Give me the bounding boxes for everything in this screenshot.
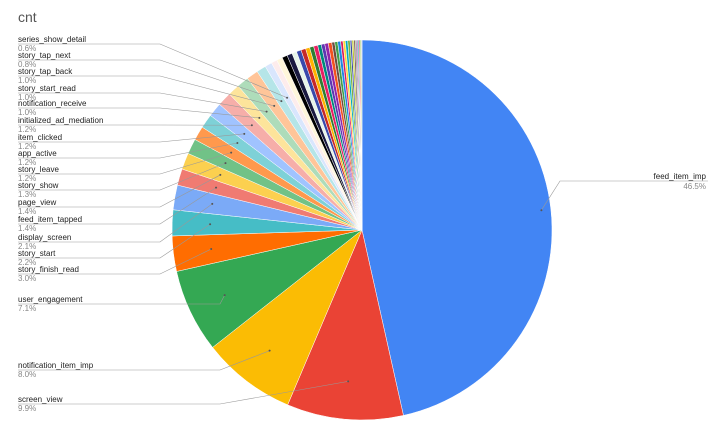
leader-dot bbox=[224, 162, 227, 165]
leader-line bbox=[18, 107, 260, 119]
slice-percent: 1.2% bbox=[18, 158, 36, 167]
leader-line bbox=[18, 152, 232, 175]
slice-percent: 1.2% bbox=[18, 125, 36, 134]
leader-line bbox=[18, 381, 349, 405]
slice-percent: 8.0% bbox=[18, 370, 36, 379]
slice-label: feed_item_imp bbox=[654, 172, 707, 181]
slice-percent: 1.4% bbox=[18, 224, 36, 233]
leader-dot bbox=[243, 132, 246, 135]
slice-label: display_screen bbox=[18, 233, 71, 242]
leader-dot bbox=[230, 151, 233, 154]
leader-dot bbox=[540, 209, 543, 212]
pie-slice bbox=[212, 229, 363, 406]
leader-dot bbox=[286, 96, 289, 99]
leader-line bbox=[18, 133, 245, 143]
leader-line bbox=[18, 43, 288, 99]
slice-label: notification_receive bbox=[18, 99, 87, 108]
leader-line bbox=[18, 350, 270, 371]
leader-line bbox=[18, 174, 221, 208]
leader-line bbox=[18, 59, 282, 102]
pie-slice bbox=[361, 39, 553, 416]
leader-dot bbox=[258, 116, 261, 119]
leader-line bbox=[18, 295, 225, 305]
leader-dot bbox=[250, 124, 253, 127]
leader-dot bbox=[211, 202, 214, 205]
leader-dot bbox=[210, 248, 213, 251]
slice-label: app_active bbox=[18, 149, 57, 158]
leader-line bbox=[18, 187, 217, 225]
slice-percent: 0.8% bbox=[18, 60, 36, 69]
slice-percent: 2.1% bbox=[18, 242, 36, 251]
slice-percent: 46.5% bbox=[683, 182, 706, 191]
leader-dot bbox=[236, 141, 239, 144]
slice-label: item_clicked bbox=[18, 133, 62, 142]
slice-percent: 1.2% bbox=[18, 174, 36, 183]
leader-line bbox=[18, 162, 226, 191]
leader-dot bbox=[223, 294, 226, 297]
leader-dot bbox=[268, 349, 271, 352]
slice-percent: 1.0% bbox=[18, 76, 36, 85]
slice-label: story_start_read bbox=[18, 84, 76, 93]
slice-label: notification_item_imp bbox=[18, 361, 94, 370]
slice-percent: 1.0% bbox=[18, 93, 36, 102]
slice-label: user_engagement bbox=[18, 295, 83, 304]
slice-percent: 1.3% bbox=[18, 190, 36, 199]
slice-percent: 0.6% bbox=[18, 44, 36, 53]
slice-percent: 9.9% bbox=[18, 404, 36, 413]
slice-percent: 3.0% bbox=[18, 274, 36, 283]
slice-percent: 1.0% bbox=[18, 108, 36, 117]
slice-label: initialized_ad_mediation bbox=[18, 116, 103, 125]
slice-label: story_tap_back bbox=[18, 67, 73, 76]
slice-percent: 1.2% bbox=[18, 142, 36, 151]
leader-dot bbox=[265, 110, 268, 113]
slice-label: screen_view bbox=[18, 395, 63, 404]
slice-label: page_view bbox=[18, 198, 56, 207]
leader-dot bbox=[219, 173, 222, 176]
slice-percent: 2.2% bbox=[18, 258, 36, 267]
slice-label: story_show bbox=[18, 181, 59, 190]
leader-dot bbox=[280, 100, 283, 103]
leader-dot bbox=[347, 380, 350, 383]
leader-line bbox=[18, 248, 212, 275]
slice-label: story_leave bbox=[18, 165, 59, 174]
pie-slice bbox=[361, 39, 363, 231]
leader-dot bbox=[215, 186, 218, 189]
leader-line bbox=[18, 92, 267, 112]
slice-label: story_start bbox=[18, 249, 56, 258]
slice-percent: 1.4% bbox=[18, 207, 36, 216]
slice-label: series_show_detail bbox=[18, 35, 86, 44]
chart-title: cnt bbox=[18, 9, 37, 25]
leader-line bbox=[18, 75, 275, 107]
slice-label: feed_item_tapped bbox=[18, 215, 82, 224]
slice-label: story_finish_read bbox=[18, 265, 79, 274]
slice-percent: 7.1% bbox=[18, 304, 36, 313]
leader-line bbox=[18, 142, 238, 159]
slice-label: story_tap_next bbox=[18, 51, 71, 60]
leader-dot bbox=[273, 104, 276, 107]
leader-dot bbox=[209, 223, 212, 226]
pie-slice bbox=[287, 229, 404, 421]
leader-line bbox=[18, 224, 211, 259]
leader-line bbox=[18, 203, 213, 243]
leader-line bbox=[541, 180, 708, 211]
